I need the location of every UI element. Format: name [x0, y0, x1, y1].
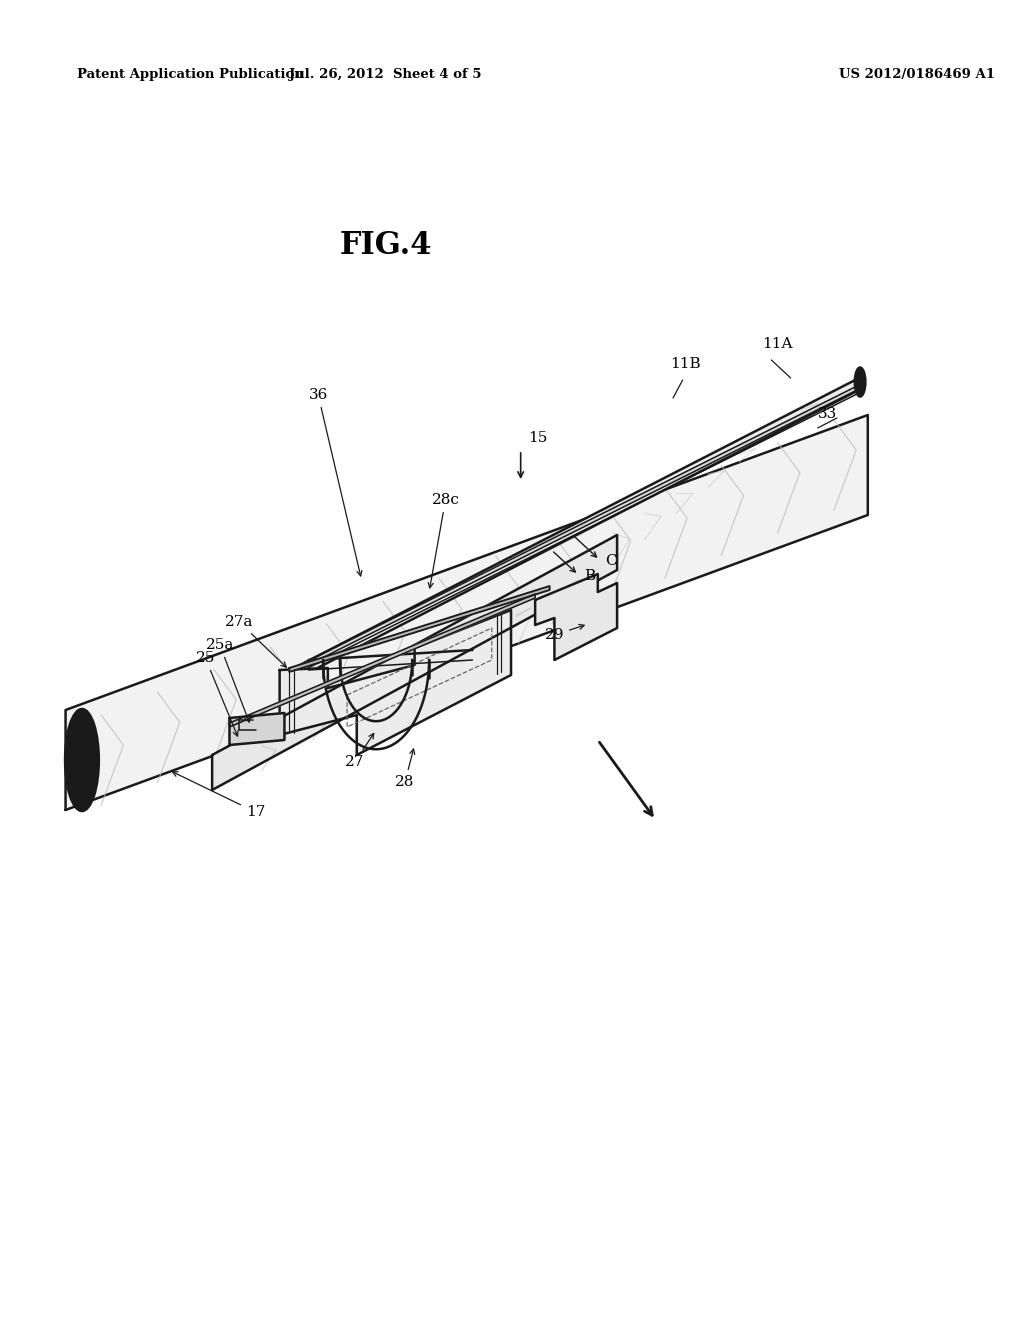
Text: FIG.4: FIG.4: [339, 230, 432, 261]
Text: 15: 15: [528, 432, 548, 445]
Polygon shape: [229, 594, 536, 727]
Polygon shape: [294, 376, 863, 680]
Text: 28c: 28c: [428, 492, 460, 587]
Text: 11A: 11A: [762, 337, 793, 351]
Text: 28: 28: [395, 748, 415, 789]
Text: 27a: 27a: [225, 615, 287, 667]
Text: 29: 29: [545, 624, 585, 642]
Polygon shape: [229, 713, 285, 744]
Polygon shape: [289, 586, 550, 672]
Text: B: B: [585, 569, 595, 583]
Text: 25a: 25a: [206, 638, 250, 722]
Text: 27: 27: [345, 734, 374, 770]
Ellipse shape: [854, 367, 866, 397]
Text: 17: 17: [172, 772, 265, 818]
Text: 36: 36: [308, 388, 361, 576]
Polygon shape: [280, 610, 511, 755]
Text: Jul. 26, 2012  Sheet 4 of 5: Jul. 26, 2012 Sheet 4 of 5: [290, 69, 482, 81]
Text: C: C: [605, 554, 617, 568]
Polygon shape: [294, 384, 861, 672]
Text: 33: 33: [817, 407, 837, 421]
Text: 25: 25: [196, 651, 238, 737]
Polygon shape: [212, 535, 617, 789]
Text: Patent Application Publication: Patent Application Publication: [77, 69, 304, 81]
Text: 11B: 11B: [670, 356, 700, 371]
Polygon shape: [536, 574, 617, 660]
Polygon shape: [66, 414, 867, 810]
Text: US 2012/0186469 A1: US 2012/0186469 A1: [839, 69, 995, 81]
Ellipse shape: [66, 709, 99, 810]
